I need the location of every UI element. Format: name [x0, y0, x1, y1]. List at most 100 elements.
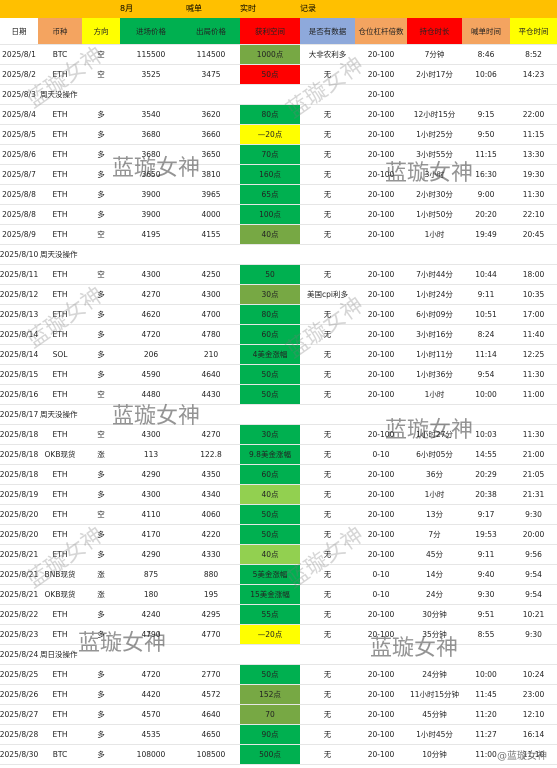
cell: 9:51: [477, 610, 495, 619]
cell: 2025/8/14: [0, 330, 38, 339]
cell: 无: [323, 190, 332, 199]
cell: 1小时: [424, 490, 445, 499]
cell: 2025/8/6: [2, 150, 36, 159]
cell: 无: [323, 390, 332, 399]
cell: 4720: [141, 670, 161, 679]
cell: 8:55: [477, 630, 495, 639]
cell: 60点: [240, 325, 300, 344]
cell: 20-100: [367, 310, 395, 319]
cell: 12小时15分: [413, 110, 456, 119]
table-row: 2025/8/25 ETH 多 4720 2770 50点 无 20-100 24分钟 10:00…: [0, 665, 557, 685]
cell: 30点: [240, 425, 300, 444]
cell: 多: [97, 110, 105, 119]
cell: ETH: [52, 170, 68, 179]
cell: ETH: [52, 530, 68, 539]
cell: 1小时: [424, 390, 445, 399]
cell: 19:30: [522, 170, 545, 179]
cell: 6小时09分: [416, 310, 453, 319]
cell: 4330: [201, 550, 221, 559]
cell: 4290: [141, 550, 161, 559]
table-row: 2025/8/8 ETH 多 3900 4000 100点 无 20-100 1小时50分 20:…: [0, 205, 557, 225]
cell: BTC: [52, 50, 68, 59]
cell: 2025/8/27: [0, 710, 38, 719]
cell: 2025/8/22: [0, 610, 38, 619]
cell: 11:30: [522, 190, 545, 199]
table-row: 2025/8/12 ETH 多 4270 4300 30点 美国cpi利多 20-100 1小时…: [0, 285, 557, 305]
cell: 多: [97, 710, 105, 719]
cell: 2025/8/15: [0, 370, 38, 379]
table-row: 2025/8/1 BTC 空 115500 114500 1000点 大非农利多 20-100…: [0, 45, 557, 65]
table-row: 2025/8/30 BTC 多 108000 108500 500点 无 20-100 10分钟…: [0, 745, 557, 765]
cell: 多: [97, 210, 105, 219]
cell: 多: [97, 170, 105, 179]
cell: 20-100: [367, 550, 395, 559]
cell: 多: [97, 470, 105, 479]
cell: 20-100: [367, 210, 395, 219]
cell: 无: [323, 270, 332, 279]
header-cell: 是否有数据: [300, 18, 355, 44]
table-row: 2025/8/9 ETH 空 4195 4155 40点 无 20-100 1小时 19:49 20…: [0, 225, 557, 245]
cell: 20-100: [367, 430, 395, 439]
cell: 20-100: [367, 330, 395, 339]
cell: 3小时16分: [416, 330, 453, 339]
cell: 空: [97, 390, 105, 399]
cell: 880: [203, 570, 219, 579]
table-row: 2025/8/14 SOL 多 206 210 4美金涨幅 无 20-100 1小时11分 11:…: [0, 345, 557, 365]
cell: 2025/8/19: [0, 490, 38, 499]
cell: 2025/8/20: [0, 510, 38, 519]
table-row: 2025/8/20 ETH 多 4170 4220 50点 无 20-100 7分 19:53 20…: [0, 525, 557, 545]
cell: 2小时17分: [416, 70, 453, 79]
cell: 20-100: [367, 230, 395, 239]
cell: 4300: [141, 270, 161, 279]
table-row: 2025/8/22 ETH 多 4240 4295 55点 无 20-100 30分钟 9:51 1…: [0, 605, 557, 625]
table-row: 2025/8/6 ETH 多 3680 3650 70点 无 20-100 3小时55分 11:1…: [0, 145, 557, 165]
cell: 4美金涨幅: [240, 345, 300, 364]
cell: 空: [97, 50, 105, 59]
cell: 9.8美金涨幅: [240, 445, 300, 464]
cell: 8:24: [477, 330, 495, 339]
header-cell: 币种: [38, 18, 82, 44]
cell: 7分钟: [424, 50, 445, 59]
top-label: 喊单: [186, 4, 202, 13]
table-row: 2025/8/5 ETH 多 3680 3660 —20点 无 20-100 1小时25分 9:5…: [0, 125, 557, 145]
cell: 9:54: [525, 570, 542, 579]
cell: 23:00: [522, 690, 545, 699]
table-row: 2025/8/20 ETH 空 4110 4060 50点 无 20-100 13分 9:17 9:…: [0, 505, 557, 525]
header-cell: 方向: [82, 18, 120, 44]
cell: 210: [203, 350, 219, 359]
cell: 2025/8/8: [2, 210, 36, 219]
cell: 20-100: [367, 150, 395, 159]
cell: 50点: [240, 665, 300, 684]
cell: 美国cpi利多: [307, 290, 348, 299]
cell: 11:45: [475, 690, 497, 699]
cell: ETH: [52, 670, 68, 679]
cell: 无: [323, 130, 332, 139]
cell: 2025/8/11: [0, 270, 38, 279]
cell: 涨: [97, 450, 105, 459]
cell: 3900: [141, 190, 161, 199]
cell: 45分: [425, 550, 444, 559]
cell: 9:30: [525, 630, 542, 639]
cell: 12:10: [522, 710, 545, 719]
cell: 50点: [240, 65, 300, 84]
cell: 20-100: [367, 270, 395, 279]
cell: ETH: [52, 370, 68, 379]
cell: 2025/8/9: [2, 230, 36, 239]
cell: 11:14: [475, 350, 497, 359]
cell: 3650: [141, 170, 161, 179]
cell: 4290: [141, 470, 161, 479]
cell: 无: [323, 590, 332, 599]
table-row: 2025/8/2 ETH 空 3525 3475 50点 无 20-100 2小时17分 10:0…: [0, 65, 557, 85]
cell: 20-100: [367, 730, 395, 739]
cell: 6小时05分: [416, 450, 453, 459]
cell: 4590: [141, 370, 161, 379]
cell: 50点: [240, 365, 300, 384]
cell: 2025/8/18: [0, 470, 38, 479]
cell: 无: [323, 510, 332, 519]
cell: 3660: [201, 130, 221, 139]
cell: 大非农利多: [308, 50, 347, 59]
cell: 4535: [141, 730, 161, 739]
header-cell: 获利空间: [240, 18, 300, 44]
cell: 40点: [240, 545, 300, 564]
cell: 20-100: [367, 610, 395, 619]
